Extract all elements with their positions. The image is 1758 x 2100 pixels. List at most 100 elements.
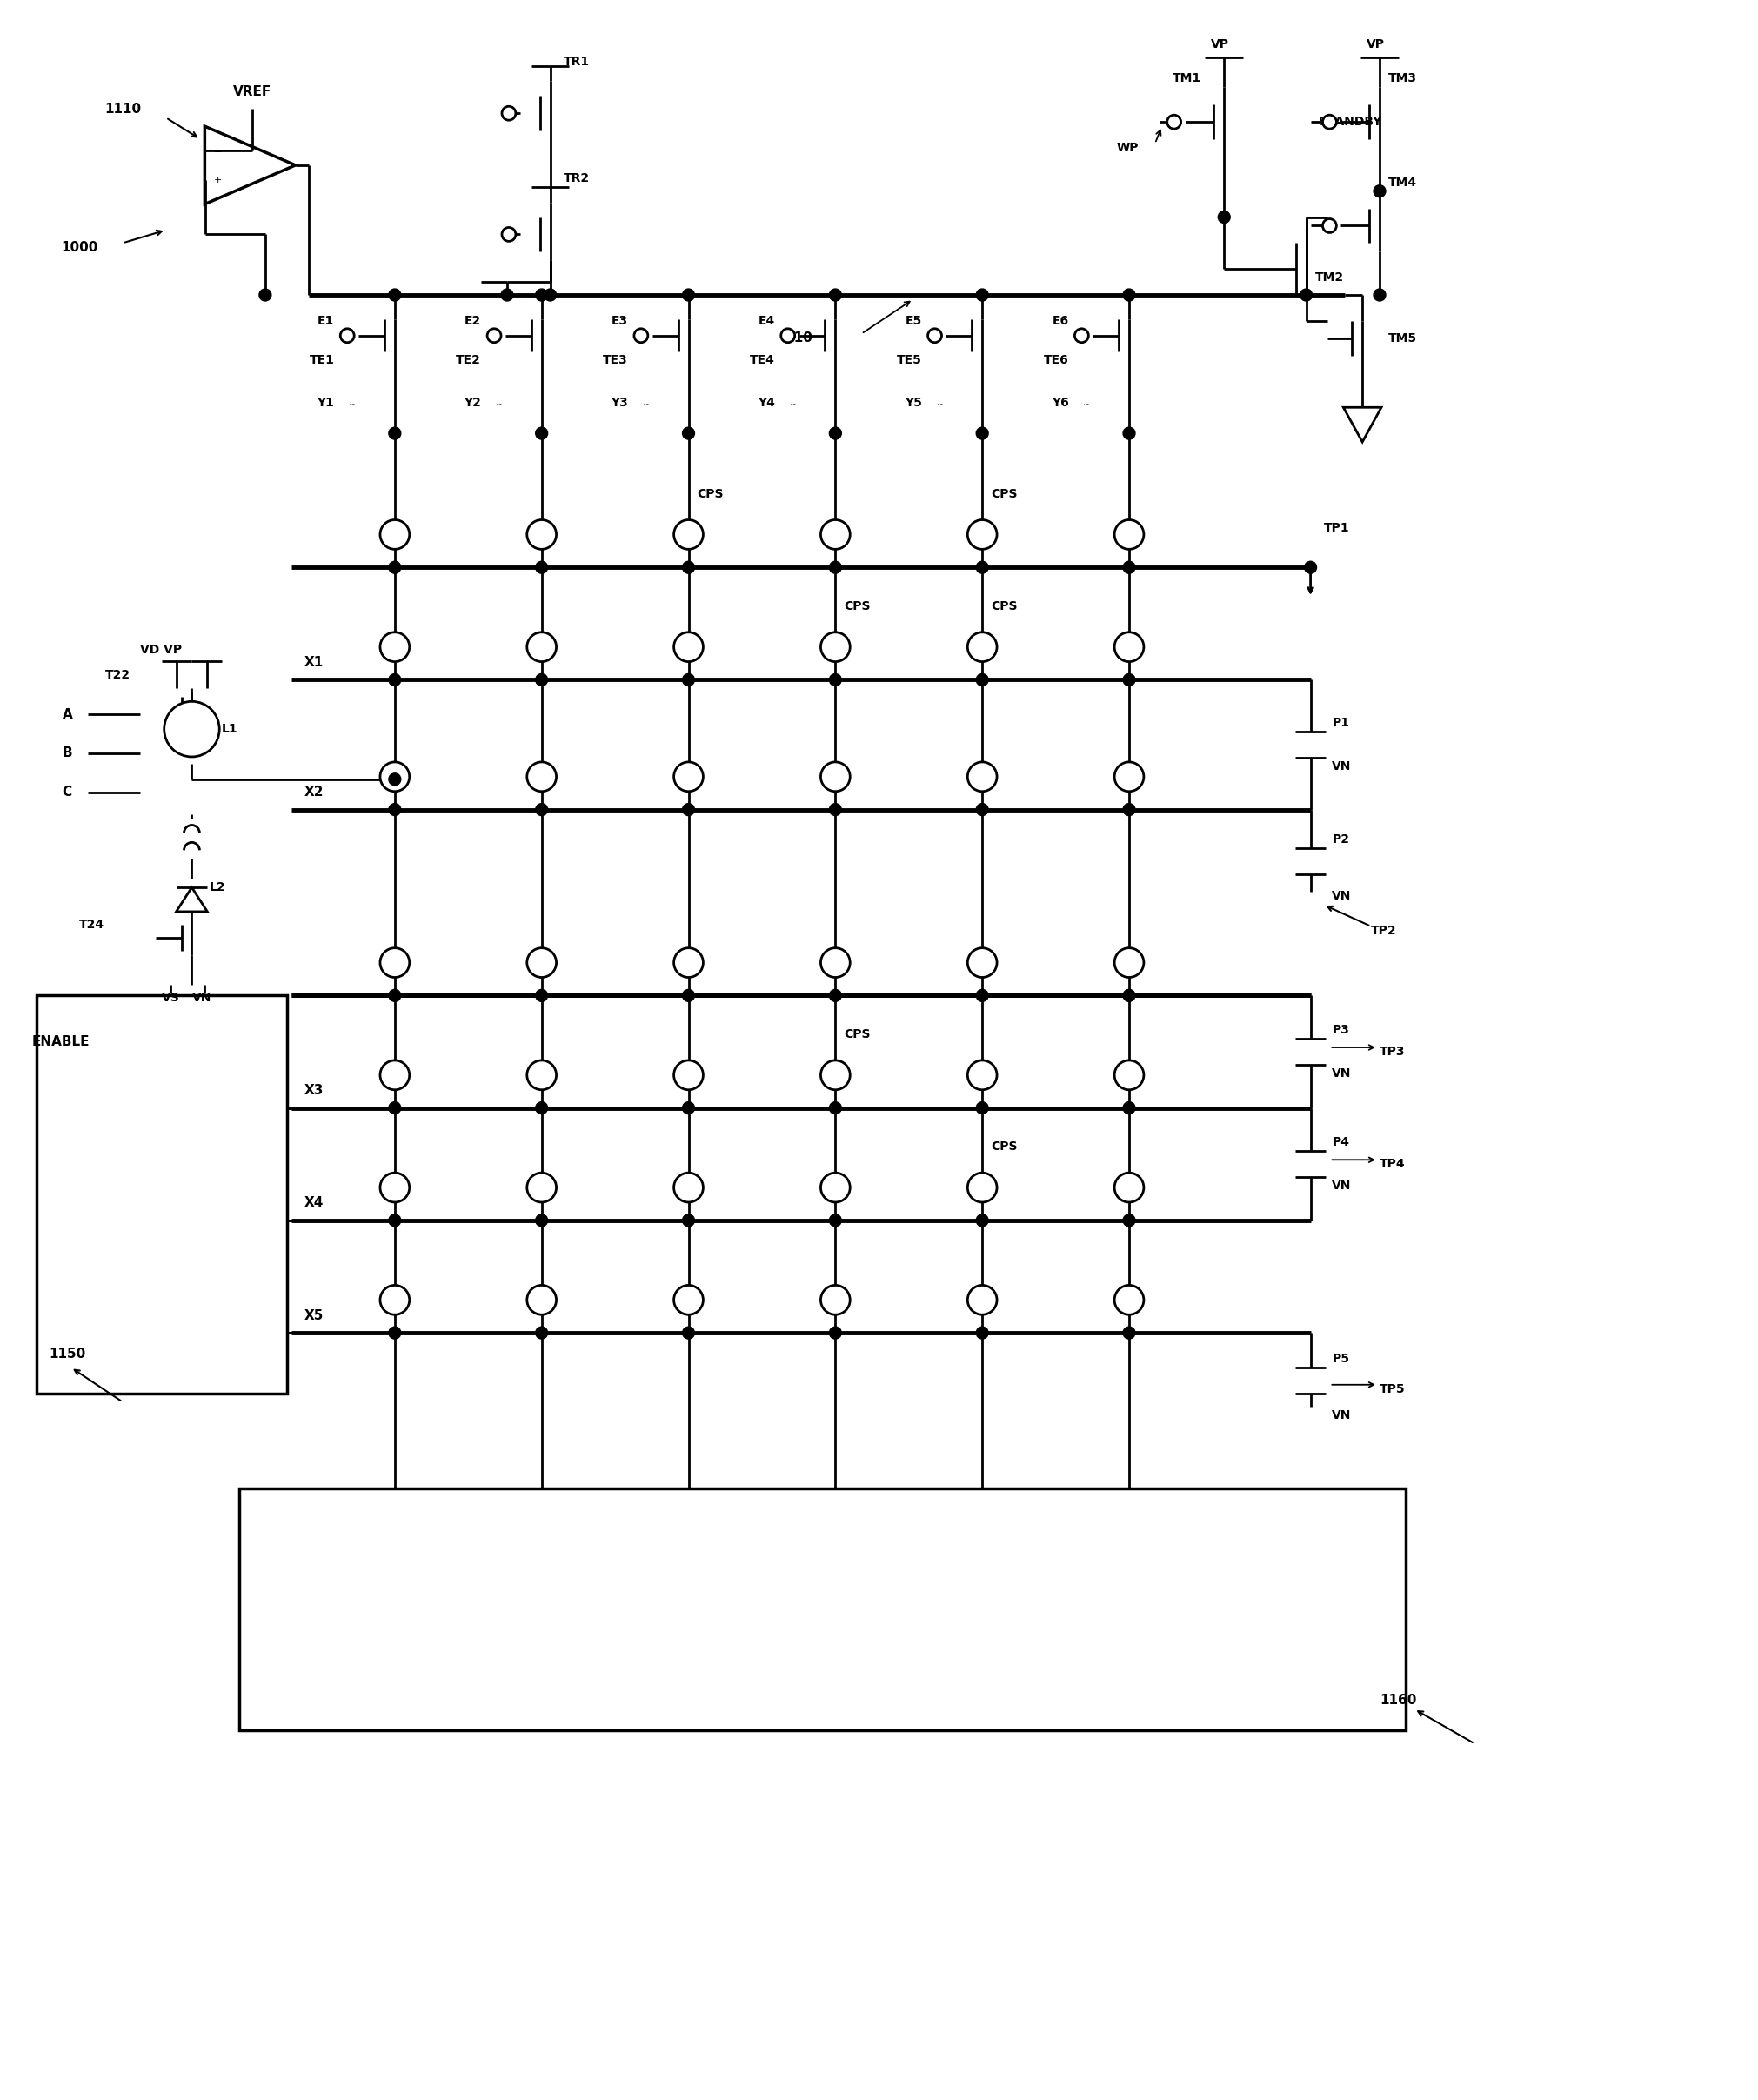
Circle shape (380, 762, 410, 792)
Bar (37, 995, 287, 1394)
Circle shape (830, 1214, 842, 1226)
Circle shape (163, 701, 220, 756)
Circle shape (830, 1102, 842, 1113)
Circle shape (967, 1285, 997, 1315)
Circle shape (682, 1102, 694, 1113)
Circle shape (673, 1285, 703, 1315)
Circle shape (830, 804, 842, 815)
Circle shape (1373, 290, 1385, 300)
Text: TE2: TE2 (455, 353, 482, 365)
Circle shape (1322, 218, 1336, 233)
Text: TM4: TM4 (1389, 176, 1417, 189)
Circle shape (976, 290, 988, 300)
Circle shape (673, 1060, 703, 1090)
Text: $\backsim$: $\backsim$ (788, 399, 798, 407)
Circle shape (1115, 1285, 1144, 1315)
Text: VN: VN (1333, 890, 1352, 903)
Text: $-$: $-$ (213, 147, 222, 155)
Text: B: B (62, 748, 72, 760)
Text: E4: E4 (758, 315, 775, 328)
Circle shape (1115, 1172, 1144, 1201)
Text: CPS: CPS (698, 487, 724, 500)
Circle shape (821, 521, 851, 550)
Circle shape (536, 1102, 548, 1113)
Text: $\backsim$: $\backsim$ (642, 399, 650, 407)
Circle shape (682, 426, 694, 439)
Text: L2: L2 (209, 882, 225, 892)
Text: VP: VP (1366, 38, 1385, 50)
Circle shape (527, 1285, 556, 1315)
Text: $\backsim$: $\backsim$ (935, 399, 944, 407)
Text: TR1: TR1 (563, 55, 589, 67)
Text: 1110: 1110 (104, 103, 141, 116)
Text: ENABLE: ENABLE (32, 1035, 90, 1048)
Text: X1: X1 (304, 655, 323, 670)
Text: X2: X2 (304, 785, 323, 798)
Circle shape (503, 227, 515, 242)
Circle shape (976, 1214, 988, 1226)
Circle shape (527, 1060, 556, 1090)
Text: VREF: VREF (234, 86, 271, 99)
Text: P3: P3 (1333, 1025, 1350, 1035)
Circle shape (389, 989, 401, 1002)
Circle shape (380, 1172, 410, 1201)
Text: $+$: $+$ (213, 174, 222, 185)
Circle shape (682, 674, 694, 687)
Circle shape (821, 1285, 851, 1315)
Circle shape (673, 762, 703, 792)
Circle shape (536, 1214, 548, 1226)
Circle shape (682, 989, 694, 1002)
Circle shape (967, 762, 997, 792)
Circle shape (1123, 804, 1136, 815)
Text: Y1: Y1 (316, 397, 334, 410)
Circle shape (527, 632, 556, 662)
Circle shape (821, 1060, 851, 1090)
Text: CPS: CPS (992, 601, 1018, 613)
Circle shape (1115, 947, 1144, 976)
Text: VN: VN (1333, 760, 1352, 773)
Circle shape (545, 290, 556, 300)
Circle shape (967, 632, 997, 662)
Circle shape (487, 330, 501, 342)
Circle shape (1123, 561, 1136, 573)
Circle shape (536, 674, 548, 687)
Circle shape (1123, 290, 1136, 300)
Circle shape (536, 804, 548, 815)
Text: TM1: TM1 (1173, 74, 1201, 84)
Bar (239, 1489, 1406, 1730)
Circle shape (821, 1172, 851, 1201)
Circle shape (1123, 426, 1136, 439)
Text: L1: L1 (222, 722, 239, 735)
Circle shape (389, 290, 401, 300)
Text: VS: VS (162, 991, 179, 1004)
Circle shape (830, 1327, 842, 1340)
Circle shape (1123, 674, 1136, 687)
Circle shape (673, 632, 703, 662)
Circle shape (635, 330, 649, 342)
Circle shape (389, 1327, 401, 1340)
Text: N10: N10 (784, 332, 812, 344)
Text: VD VP: VD VP (141, 643, 181, 655)
Text: E2: E2 (464, 315, 482, 328)
Circle shape (781, 330, 795, 342)
Circle shape (1218, 210, 1231, 223)
Circle shape (536, 426, 548, 439)
Text: A: A (62, 708, 72, 720)
Circle shape (536, 290, 548, 300)
Circle shape (503, 107, 515, 120)
Circle shape (1373, 185, 1385, 197)
Text: T22: T22 (105, 670, 130, 682)
Circle shape (976, 989, 988, 1002)
Circle shape (682, 1214, 694, 1226)
Text: VN: VN (1333, 1067, 1352, 1079)
Text: VN: VN (192, 991, 211, 1004)
Text: TE6: TE6 (1044, 353, 1069, 365)
Text: VN: VN (1333, 1409, 1352, 1422)
Text: TM2: TM2 (1315, 271, 1343, 284)
Circle shape (380, 947, 410, 976)
Circle shape (1123, 1214, 1136, 1226)
Text: Y4: Y4 (758, 397, 775, 410)
Circle shape (1304, 561, 1317, 573)
Circle shape (1115, 762, 1144, 792)
Circle shape (976, 674, 988, 687)
